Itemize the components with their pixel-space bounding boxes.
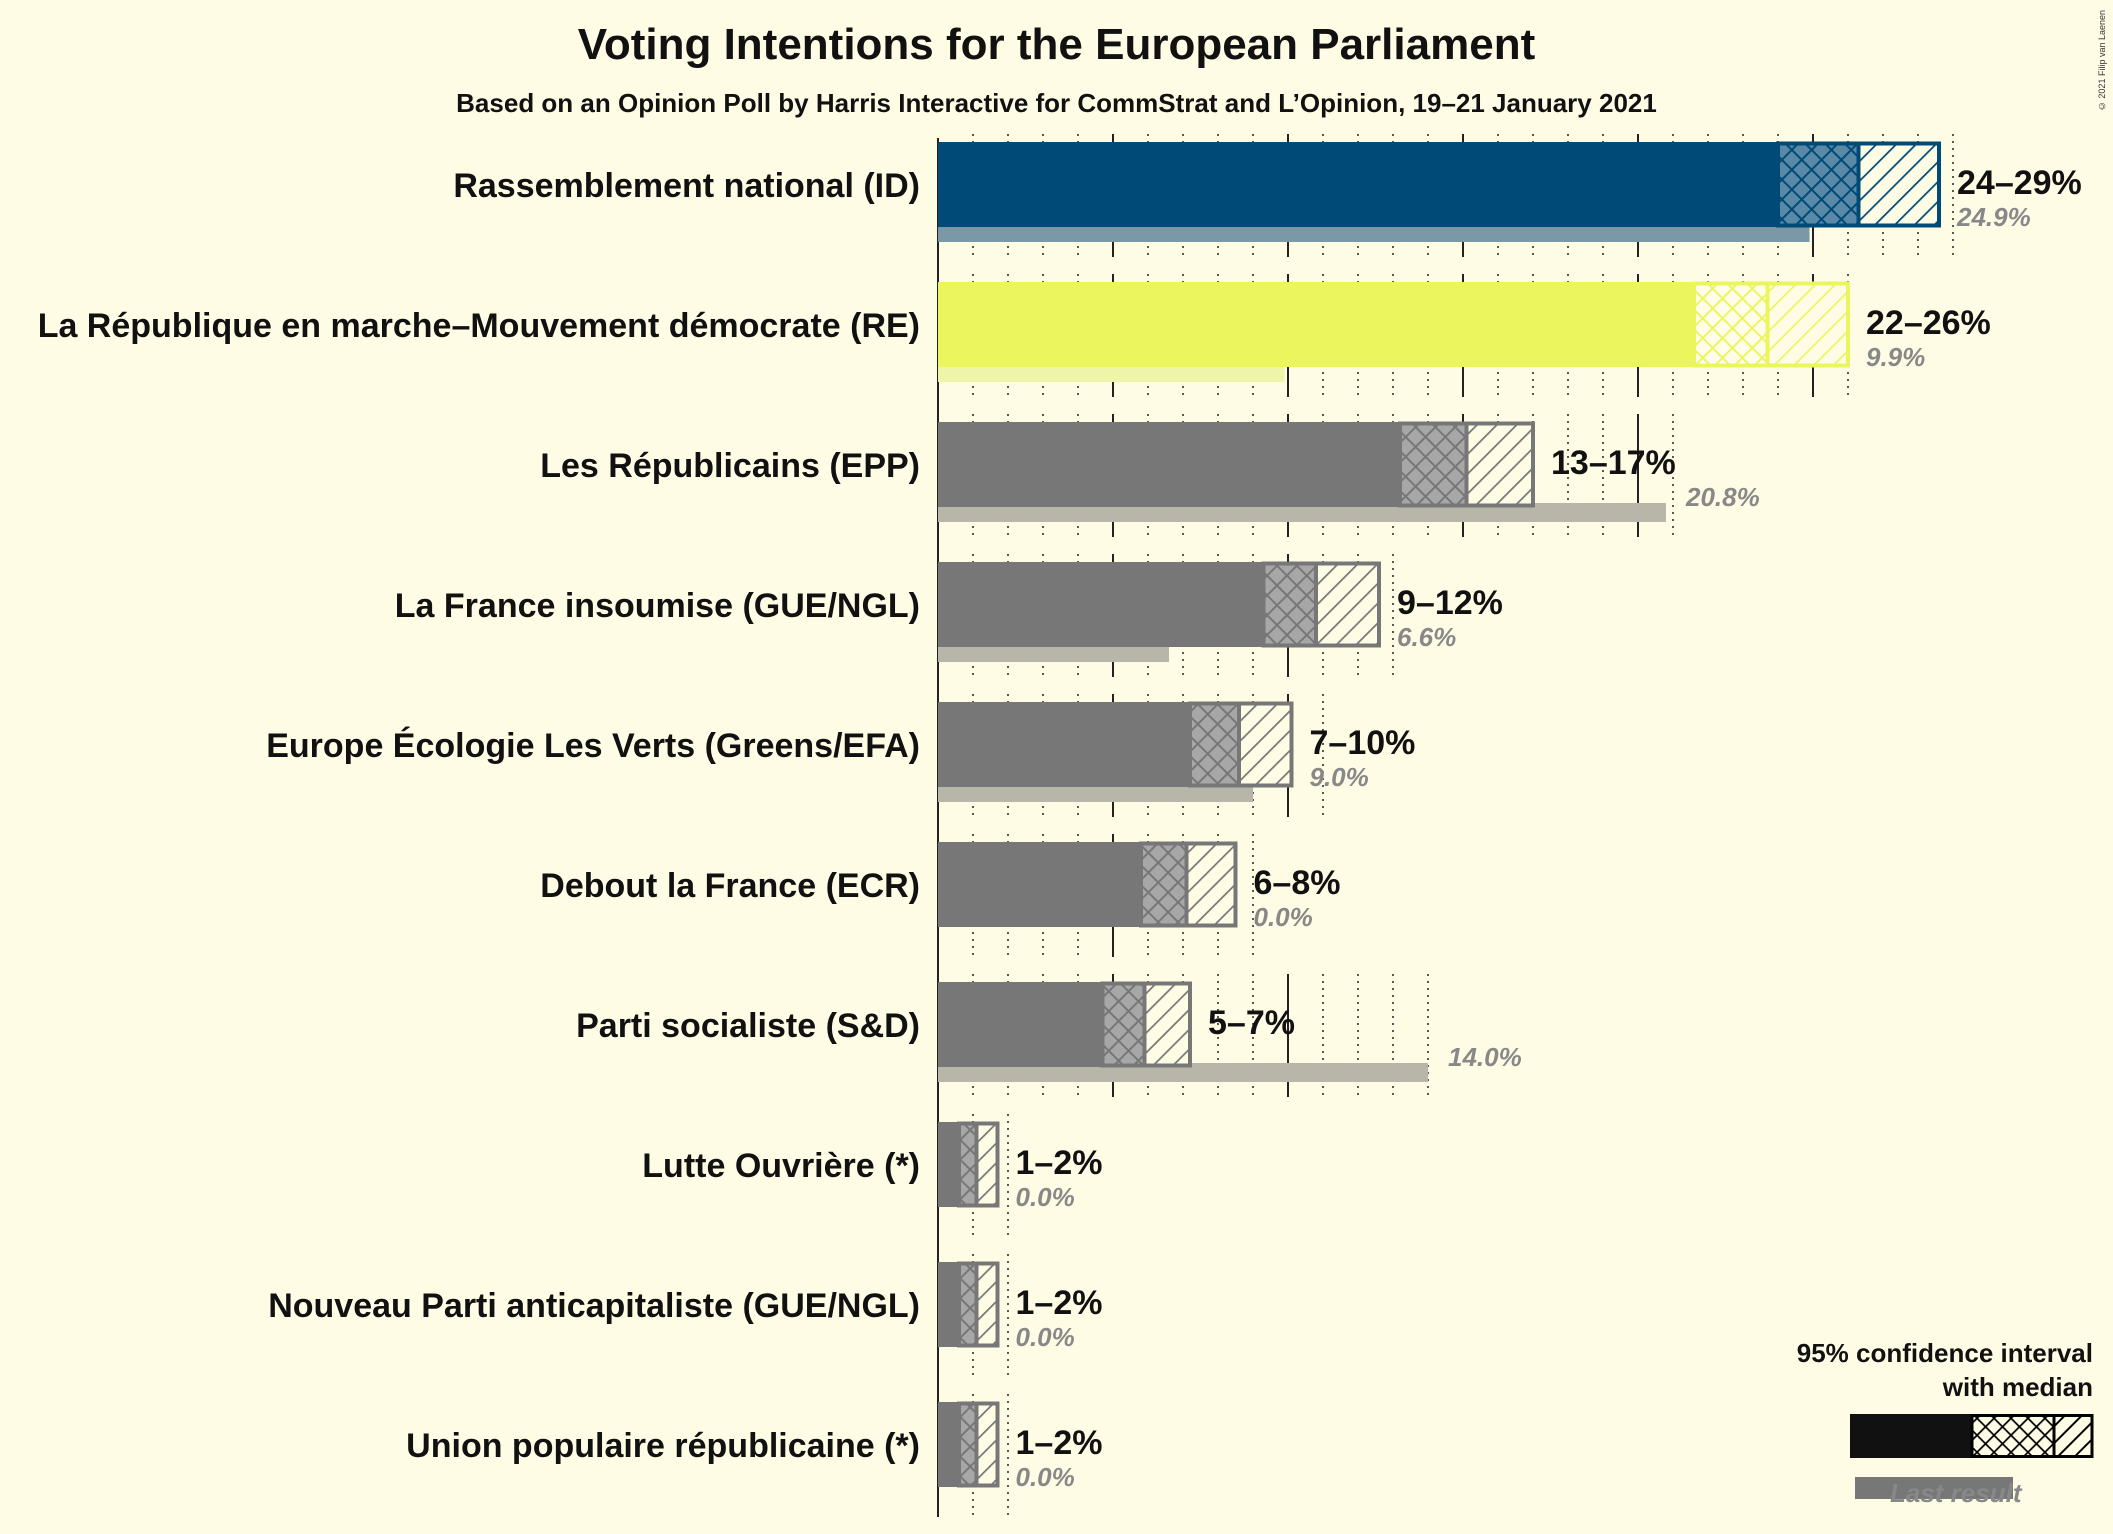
last-result-bar (938, 223, 1810, 242)
last-result-label: 0.0% (1016, 1322, 1075, 1352)
last-result-bar (938, 1063, 1428, 1082)
last-result-bar (938, 643, 1169, 662)
last-result-label: 6.6% (1397, 622, 1456, 652)
bar-ci-lower-hatch (1778, 142, 1859, 227)
last-result-label: 0.0% (1254, 902, 1313, 932)
legend-line1: 95% confidence interval (1796, 1338, 2093, 1368)
party-label: Debout la France (ECR) (540, 867, 920, 905)
bar-ci-lower-hatch (959, 1122, 977, 1207)
bar-solid (938, 1262, 959, 1347)
bars-group: Rassemblement national (ID) 24–29%24.9% La… (38, 141, 2082, 1492)
bar-ci-lower-hatch (1400, 422, 1467, 507)
bar-solid (938, 282, 1694, 367)
legend-solid-swatch (1850, 1414, 1972, 1458)
bar-ci-upper-hatch (1767, 282, 1848, 367)
bar-ci-upper-hatch (976, 1262, 998, 1347)
range-label: 22–26% (1866, 304, 1991, 342)
legend-hatch-swatch (2054, 1414, 2092, 1458)
legend-ci-outline (1970, 1414, 2094, 1458)
last-result-bar (938, 783, 1253, 802)
bar-ci-lower-hatch (1141, 842, 1187, 927)
last-result-label: 14.0% (1448, 1042, 1522, 1072)
bar-ci-outline (1261, 561, 1381, 648)
last-result-label: 0.0% (1016, 1462, 1075, 1492)
bar-ci-upper-hatch (1466, 422, 1533, 507)
range-label: 24–29% (1957, 164, 2082, 202)
bar-ci-lower-hatch (1263, 562, 1316, 647)
party-label: Rassemblement national (ID) (453, 167, 920, 205)
bar-solid (938, 142, 1778, 227)
bar-ci-upper-hatch (1239, 702, 1292, 787)
range-label: 6–8% (1254, 864, 1341, 902)
legend-line2: with median (1942, 1372, 2093, 1402)
range-label: 13–17% (1551, 444, 1676, 482)
bar-solid (938, 702, 1190, 787)
party-label: Europe Écologie Les Verts (Greens/EFA) (266, 727, 920, 765)
bar-ci-lower-hatch (1190, 702, 1239, 787)
bar-ci-lower-hatch (1694, 282, 1768, 367)
bar-ci-upper-hatch (1316, 562, 1379, 647)
last-result-label: 0.0% (1016, 1182, 1075, 1212)
party-label: Parti socialiste (S&D) (576, 1007, 920, 1045)
last-result-bar (938, 363, 1285, 382)
party-label: Nouveau Parti anticapitaliste (GUE/NGL) (268, 1287, 920, 1325)
bar-solid (938, 422, 1400, 507)
legend-last-swatch (1855, 1477, 2013, 1499)
bar-solid (938, 1122, 959, 1207)
range-label: 1–2% (1016, 1424, 1103, 1462)
party-label: La France insoumise (GUE/NGL) (395, 587, 920, 625)
legend-title: 95% confidence interval with median (1797, 1336, 2093, 1404)
range-label: 5–7% (1208, 1004, 1295, 1042)
bar-ci-lower-hatch (959, 1402, 977, 1487)
last-result-label: 20.8% (1685, 482, 1760, 512)
bar-solid (938, 562, 1264, 647)
chart-title: Voting Intentions for the European Parli… (577, 20, 1536, 69)
bar-ci-upper-hatch (1186, 842, 1236, 927)
last-result-label: 9.0% (1310, 762, 1369, 792)
bar-solid (938, 842, 1141, 927)
party-label: Les Républicains (EPP) (540, 447, 920, 485)
party-label: Lutte Ouvrière (*) (642, 1147, 920, 1185)
last-result-label: 24.9% (1956, 202, 2031, 232)
bar-ci-upper-hatch (976, 1402, 998, 1487)
bar-ci-upper-hatch (1144, 982, 1190, 1067)
last-result-bar (938, 503, 1666, 522)
range-label: 9–12% (1397, 584, 1503, 622)
chart-subtitle: Based on an Opinion Poll by Harris Inter… (456, 88, 1657, 118)
bar-ci-upper-hatch (976, 1122, 998, 1207)
bar-ci-lower-hatch (1102, 982, 1145, 1067)
party-label: Union populaire républicaine (*) (406, 1427, 920, 1465)
bar-ci-upper-hatch (1858, 142, 1939, 227)
party-label: La République en marche–Mouvement démocr… (38, 307, 920, 345)
last-result-label: 9.9% (1866, 342, 1925, 372)
bar-solid (938, 982, 1103, 1067)
legend-cross-swatch (1972, 1414, 2054, 1458)
legend-graphic (1850, 1414, 2094, 1499)
legend-last-result: Last result (1890, 1478, 2022, 1508)
range-label: 7–10% (1310, 724, 1416, 762)
range-label: 1–2% (1016, 1144, 1103, 1182)
bar-ci-lower-hatch (959, 1262, 977, 1347)
range-label: 1–2% (1016, 1284, 1103, 1322)
bar-solid (938, 1402, 959, 1487)
bar-ci-outline (1692, 281, 1850, 368)
